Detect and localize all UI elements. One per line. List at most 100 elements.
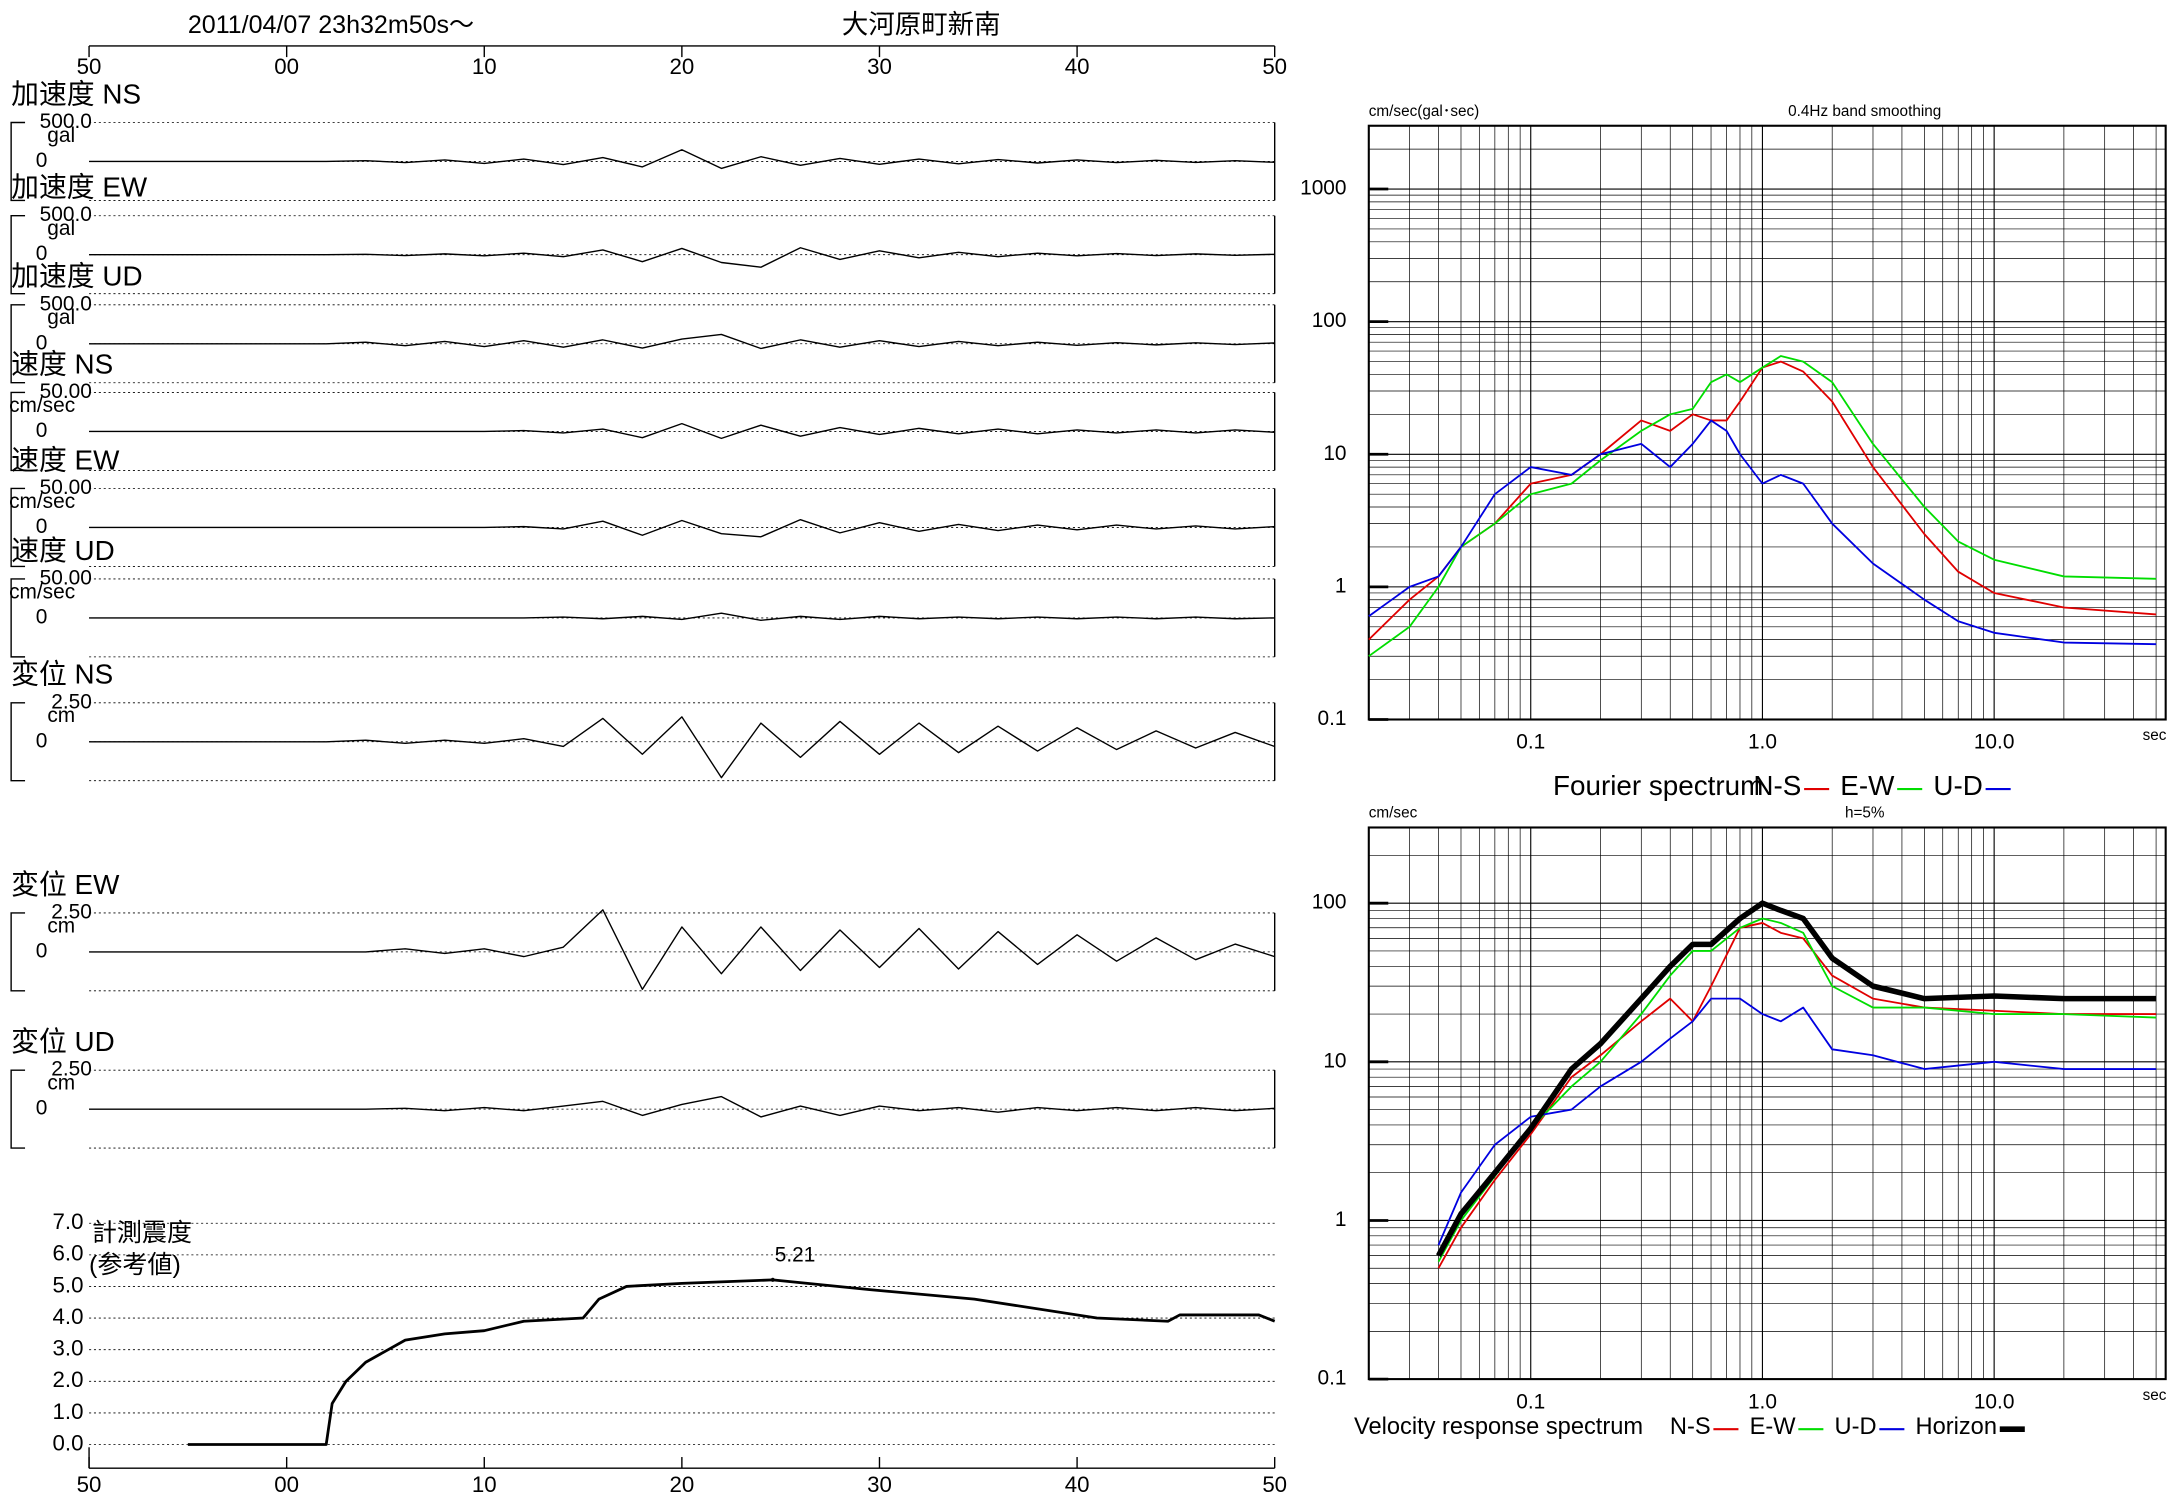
trace-title: 速度 EW bbox=[11, 444, 120, 475]
x-tick-label: 10.0 bbox=[1974, 731, 2015, 754]
x-tick-label: 20 bbox=[670, 1472, 695, 1497]
y-tick-label: 1 bbox=[1335, 1208, 1347, 1231]
subtitle: 0.4Hz band smoothing bbox=[1788, 103, 1941, 120]
x-label: sec bbox=[2143, 1387, 2167, 1404]
y-tick-label: 0 bbox=[36, 331, 48, 354]
y-tick-label: 100 bbox=[1312, 309, 1347, 332]
y-tick-label: 6.0 bbox=[53, 1241, 84, 1266]
y-tick-label: 2.50 bbox=[51, 900, 92, 923]
y-label-note: (参考値) bbox=[89, 1251, 181, 1279]
panel-bracket bbox=[10, 391, 26, 472]
chart-title: Velocity response spectrum bbox=[1354, 1414, 1643, 1440]
x-tick-label: 0.1 bbox=[1516, 1390, 1545, 1413]
y-tick-label: 2.50 bbox=[51, 1058, 92, 1081]
y-tick-label: 10 bbox=[1323, 442, 1346, 465]
y-tick-label: 1000 bbox=[1300, 177, 1346, 200]
trace-title: 加速度 EW bbox=[11, 172, 148, 203]
record-datetime: 2011/04/07 23h32m50s〜 bbox=[188, 11, 474, 39]
y-tick-label: 0.0 bbox=[53, 1430, 84, 1455]
panel-bracket bbox=[10, 304, 26, 384]
y-tick-label: 0 bbox=[36, 1097, 48, 1120]
peak-marker bbox=[770, 1277, 775, 1282]
y-tick-label: 2.50 bbox=[51, 690, 92, 713]
y-label: cm/sec(gal･sec) bbox=[1369, 103, 1480, 120]
legend-label: E-W bbox=[1840, 770, 1895, 801]
x-tick-label: 40 bbox=[1065, 54, 1090, 79]
y-tick-label: 0 bbox=[36, 419, 48, 442]
y-tick-label: 0 bbox=[36, 605, 48, 628]
y-tick-label: 0 bbox=[36, 149, 48, 172]
intensity-line bbox=[187, 1278, 1276, 1446]
y-tick-label: 0 bbox=[36, 515, 48, 538]
legend-label: U-D bbox=[1835, 1414, 1877, 1440]
trace-title: 速度 UD bbox=[11, 535, 115, 566]
unit-label: cm/sec bbox=[9, 580, 75, 603]
y-tick-label: 50.00 bbox=[40, 476, 92, 499]
unit-label: gal bbox=[47, 124, 75, 147]
trace-title: 変位 NS bbox=[11, 659, 113, 690]
spectrum-line bbox=[1368, 355, 2157, 657]
y-tick-label: 0.1 bbox=[1318, 707, 1347, 730]
legend-label: E-W bbox=[1750, 1414, 1797, 1440]
waveform bbox=[89, 247, 1275, 268]
trace-title: 加速度 UD bbox=[11, 261, 142, 292]
waveform bbox=[89, 333, 1275, 350]
panel-bracket bbox=[10, 215, 26, 295]
x-tick-label: 40 bbox=[1065, 1472, 1090, 1497]
legend-label: N-S bbox=[1670, 1414, 1711, 1440]
unit-label: gal bbox=[47, 217, 75, 240]
panel-bracket bbox=[10, 702, 26, 782]
y-label: cm/sec bbox=[1369, 805, 1418, 822]
spectrum-line bbox=[1437, 922, 2157, 1269]
x-tick-label: 00 bbox=[274, 54, 299, 79]
x-tick-label: 20 bbox=[670, 54, 695, 79]
x-tick-label: 50 bbox=[1262, 54, 1287, 79]
waveform bbox=[89, 422, 1275, 440]
unit-label: cm bbox=[47, 704, 75, 727]
y-tick-label: 500.0 bbox=[40, 110, 92, 133]
plot-frame bbox=[1367, 124, 2167, 721]
x-tick-label: 1.0 bbox=[1748, 731, 1777, 754]
y-tick-label: 500.0 bbox=[40, 292, 92, 315]
panel-bracket bbox=[10, 578, 26, 658]
y-tick-label: 3.0 bbox=[53, 1336, 84, 1361]
panel-bracket bbox=[10, 487, 26, 568]
trace-title: 変位 EW bbox=[11, 869, 120, 900]
trace-title: 速度 NS bbox=[11, 348, 113, 379]
trace-title: 変位 UD bbox=[11, 1026, 115, 1057]
waveform bbox=[89, 149, 1275, 170]
spectrum-line bbox=[1436, 900, 2157, 1257]
unit-label: gal bbox=[47, 306, 75, 329]
x-tick-label: 50 bbox=[77, 1472, 102, 1497]
spectrum-line bbox=[1437, 917, 2157, 1263]
spectrum-line bbox=[1368, 419, 2157, 646]
unit-label: cm bbox=[47, 1072, 75, 1095]
x-tick-label: 1.0 bbox=[1748, 1390, 1777, 1413]
y-label: 計測震度 bbox=[92, 1219, 192, 1247]
panel-bracket bbox=[10, 1069, 26, 1149]
y-tick-label: 2.0 bbox=[53, 1367, 84, 1392]
unit-label: cm/sec bbox=[9, 490, 75, 513]
waveform bbox=[89, 518, 1275, 538]
legend-label: Horizon bbox=[1916, 1414, 1997, 1440]
y-tick-label: 1 bbox=[1335, 574, 1347, 597]
y-tick-label: 1.0 bbox=[53, 1399, 84, 1424]
trace-title: 加速度 NS bbox=[11, 78, 141, 109]
y-tick-label: 7.0 bbox=[53, 1209, 84, 1234]
y-tick-label: 50.00 bbox=[40, 566, 92, 589]
unit-label: cm/sec bbox=[9, 394, 75, 417]
legend-label: U-D bbox=[1933, 770, 1982, 801]
x-tick-label: 30 bbox=[867, 1472, 892, 1497]
x-tick-label: 10 bbox=[472, 1472, 497, 1497]
x-tick-label: 30 bbox=[867, 54, 892, 79]
y-tick-label: 0 bbox=[36, 939, 48, 962]
spectrum-line bbox=[1437, 997, 2157, 1246]
x-label: sec bbox=[2143, 727, 2167, 744]
waveform bbox=[89, 716, 1275, 779]
y-tick-label: 50.00 bbox=[40, 380, 92, 403]
x-tick-label: 10.0 bbox=[1974, 1390, 2015, 1413]
x-tick-label: 10 bbox=[472, 54, 497, 79]
legend-label: N-S bbox=[1753, 770, 1801, 801]
x-tick-label: 50 bbox=[1262, 1472, 1287, 1497]
